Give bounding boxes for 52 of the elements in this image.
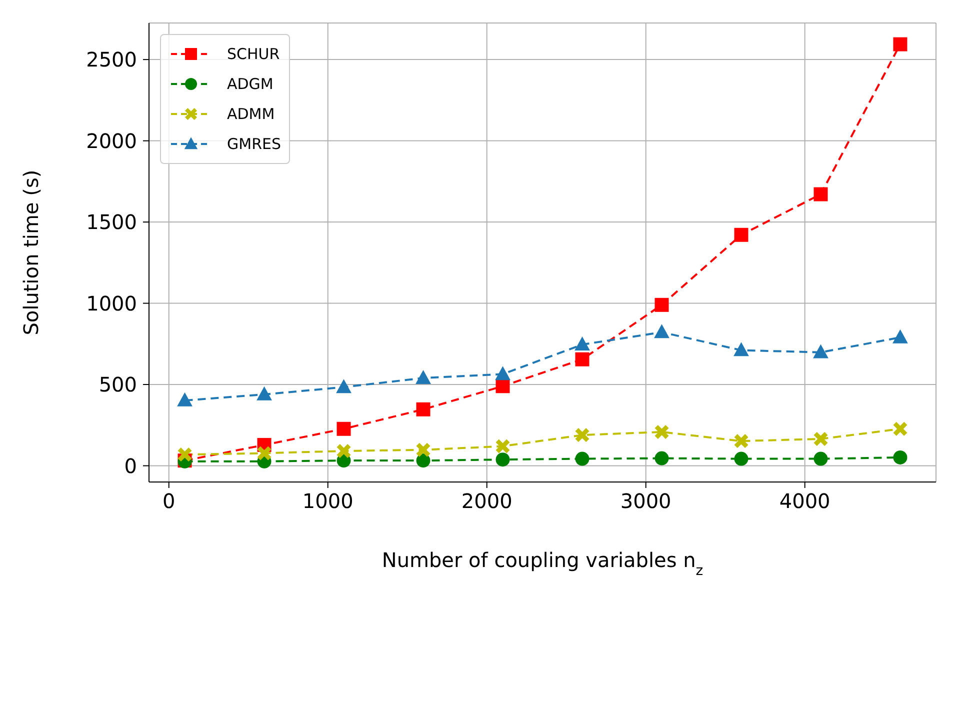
- point: [734, 342, 749, 356]
- point: [814, 187, 828, 202]
- y-tick-label: 0: [124, 454, 137, 478]
- point: [256, 386, 272, 400]
- point: [575, 452, 590, 466]
- legend-label: ADGM: [227, 75, 274, 93]
- point: [336, 422, 351, 436]
- legend-label: SCHUR: [227, 45, 280, 63]
- point: [416, 442, 430, 457]
- y-axis-title: Solution time (s): [19, 170, 43, 336]
- x-tick-label: 1000: [302, 489, 354, 514]
- y-tick-label: 2500: [86, 48, 137, 72]
- point: [178, 448, 192, 462]
- y-tick-label: 500: [98, 372, 137, 397]
- point: [893, 37, 908, 52]
- point: [654, 424, 669, 439]
- point: [496, 452, 510, 467]
- point: [416, 402, 430, 416]
- legend-label: ADMM: [227, 105, 275, 123]
- point: [814, 452, 828, 466]
- point: [495, 366, 510, 380]
- point: [336, 444, 351, 458]
- point: [336, 379, 352, 394]
- legend-label: GMRES: [227, 135, 281, 153]
- x-tick-label: 4000: [779, 489, 830, 514]
- point: [734, 452, 748, 466]
- point: [496, 439, 510, 454]
- point: [574, 336, 590, 350]
- x-tick-label: 3000: [620, 489, 672, 514]
- point: [575, 352, 590, 366]
- point: [177, 392, 192, 406]
- point: [813, 344, 828, 358]
- point: [416, 454, 430, 468]
- point: [257, 446, 272, 460]
- point: [416, 370, 431, 384]
- point: [814, 432, 828, 446]
- x-tick-label: 0: [162, 489, 176, 514]
- point: [575, 428, 590, 442]
- point: [734, 434, 748, 448]
- point: [496, 379, 510, 394]
- y-tick-label: 1000: [86, 291, 137, 316]
- point: [892, 329, 908, 344]
- point: [893, 450, 908, 464]
- point: [654, 451, 669, 466]
- point: [734, 228, 748, 242]
- point: [654, 324, 670, 338]
- y-tick-label: 1500: [86, 210, 137, 234]
- point: [893, 422, 908, 436]
- x-axis-title: Number of coupling variables n$_{z}$: [382, 548, 704, 579]
- x-tick-label: 2000: [461, 489, 512, 514]
- point: [654, 298, 669, 312]
- y-tick-label: 2000: [86, 128, 137, 153]
